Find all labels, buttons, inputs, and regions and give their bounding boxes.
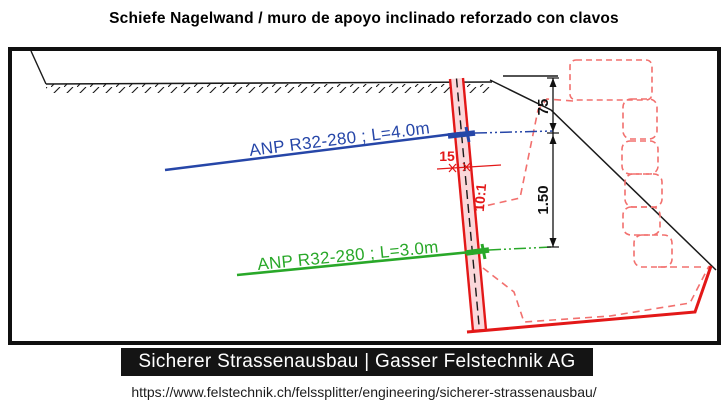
source-url: https://www.felstechnik.ch/felssplitter/… <box>131 384 597 400</box>
banner: Sicherer Strassenausbau | Gasser Felstec… <box>121 348 593 376</box>
rock-block <box>622 206 661 236</box>
thickness-dim-line <box>436 164 502 170</box>
drawing-frame: ANP R32-280 ; L=4.0m ANP R32-280 ; L=3.0… <box>8 47 721 345</box>
rock-block <box>633 234 673 268</box>
dim-arrow <box>549 78 557 87</box>
lower-nail-label: ANP R32-280 ; L=3.0m <box>257 237 440 274</box>
dimension-chain <box>547 77 559 248</box>
dim-arrow <box>549 238 557 247</box>
dim-75-label: 75 <box>535 99 552 116</box>
lower-nail-plate <box>480 243 487 260</box>
wall-face-left <box>448 78 475 332</box>
upper-nail-line <box>164 131 462 172</box>
upper-nail-axis-extension <box>474 130 554 134</box>
rock-block <box>622 98 658 140</box>
lower-nail-head <box>465 247 490 256</box>
section-drawing: ANP R32-280 ; L=4.0m ANP R32-280 ; L=3.0… <box>30 51 717 334</box>
page-title: Schiefe Nagelwand / muro de apoyo inclin… <box>109 10 619 27</box>
rock-blocks-dashed <box>569 59 673 268</box>
thickness-dim-mark <box>462 162 471 172</box>
upper-nail-label: ANP R32-280 ; L=4.0m <box>248 118 431 160</box>
wall-thickness-label: 15 <box>439 148 455 164</box>
thickness-dim-mark <box>448 163 457 173</box>
upper-nail-head <box>447 130 476 139</box>
ground-edge-line <box>30 51 47 85</box>
terrain-slope-line <box>489 79 717 271</box>
rock-block <box>569 59 653 101</box>
rock-block <box>624 173 663 208</box>
ground-hatch <box>46 84 490 93</box>
dim-arrow <box>549 123 557 132</box>
ground-surface-line <box>45 81 493 85</box>
wall-batter-label: 10:1 <box>471 183 489 213</box>
lower-nail: ANP R32-280 ; L=3.0m <box>236 237 553 277</box>
banner-text: Sicherer Strassenausbau | Gasser Felstec… <box>138 351 576 372</box>
lower-nail-axis-extension <box>488 246 553 251</box>
rock-block <box>621 140 659 175</box>
wall-face-right <box>461 77 488 331</box>
dim-arrow <box>549 135 557 144</box>
dim-150-label: 1.50 <box>535 185 552 214</box>
lower-nail-line <box>236 249 482 277</box>
wall-thickness-dim <box>436 162 502 173</box>
upper-nail: ANP R32-280 ; L=4.0m <box>164 118 554 172</box>
wall-centerline <box>455 78 481 331</box>
excavation-dashed-upper <box>475 98 574 209</box>
excavation-dashed-lower <box>482 265 710 323</box>
base-line <box>466 265 713 334</box>
upper-nail-plate <box>464 126 471 143</box>
